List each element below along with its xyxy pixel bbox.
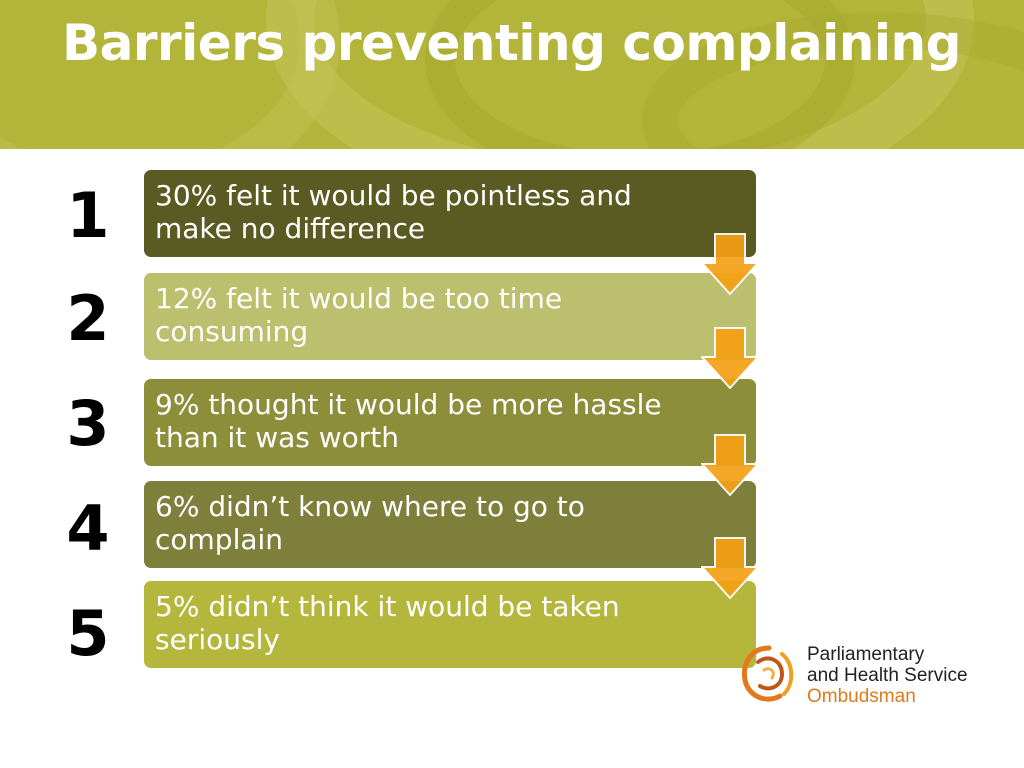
step-box: 30% felt it would be pointless and make … [144, 170, 756, 257]
step-text: 5% didn’t think it would be taken seriou… [155, 590, 620, 656]
decorative-swirl [0, 0, 1024, 149]
step-number: 5 [66, 597, 110, 670]
page-title: Barriers preventing complaining [62, 14, 961, 72]
down-arrow-icon [701, 327, 759, 389]
down-arrow-icon [701, 233, 759, 295]
step-box: 9% thought it would be more hassle than … [144, 379, 756, 466]
step-box: 5% didn’t think it would be taken seriou… [144, 581, 756, 668]
step-box: 6% didn’t know where to go to complain [144, 481, 756, 568]
ombudsman-logo: Parliamentary and Health Service Ombudsm… [736, 640, 976, 712]
step-text: 6% didn’t know where to go to complain [155, 490, 585, 556]
down-arrow-icon [701, 434, 759, 496]
step-number: 3 [66, 387, 110, 460]
step-number: 1 [66, 179, 110, 252]
step-box: 12% felt it would be too time consuming [144, 273, 756, 360]
step-text: 12% felt it would be too time consuming [155, 282, 563, 348]
logo-text-line1: Parliamentary [807, 644, 925, 665]
step-number: 2 [66, 282, 110, 355]
down-arrow-icon [701, 537, 759, 599]
header-banner: Barriers preventing complaining [0, 0, 1024, 149]
logo-swirl-icon [741, 645, 794, 702]
step-number: 4 [66, 492, 110, 565]
logo-text-line3: Ombudsman [807, 686, 916, 707]
step-text: 30% felt it would be pointless and make … [155, 179, 632, 245]
logo-text-line2: and Health Service [807, 665, 968, 686]
step-text: 9% thought it would be more hassle than … [155, 388, 662, 454]
